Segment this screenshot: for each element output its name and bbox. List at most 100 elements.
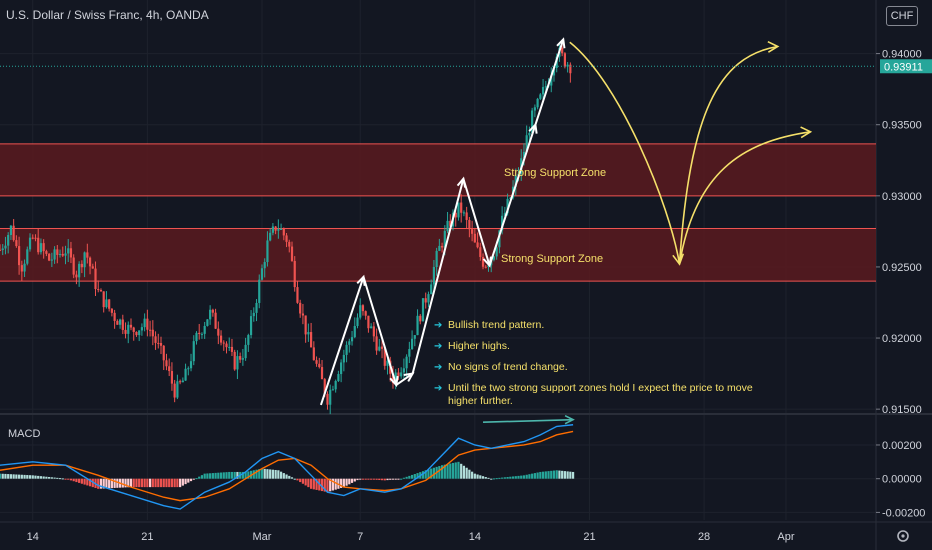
candle-body bbox=[348, 341, 351, 345]
candle-body bbox=[364, 311, 367, 316]
candle-up bbox=[400, 367, 403, 379]
candle-up bbox=[342, 349, 345, 372]
candle-body bbox=[462, 212, 466, 214]
candle-down bbox=[20, 260, 23, 282]
candle-body bbox=[383, 348, 386, 366]
macd-histogram-bar bbox=[217, 472, 220, 479]
gear-icon[interactable] bbox=[897, 530, 909, 542]
candle-body bbox=[471, 229, 474, 234]
macd-histogram-bar bbox=[233, 471, 236, 479]
candle-down bbox=[146, 309, 149, 337]
macd-histogram-bar bbox=[108, 478, 111, 489]
macd-histogram-bar bbox=[299, 478, 302, 483]
last-price-badge[interactable] bbox=[880, 59, 932, 74]
candle-body bbox=[146, 318, 149, 330]
candle-up bbox=[350, 331, 354, 346]
candle-down bbox=[148, 320, 152, 337]
candle-body bbox=[108, 299, 111, 309]
candle-body bbox=[225, 343, 228, 348]
macd-trend-line[interactable] bbox=[483, 418, 574, 424]
macd-histogram-bar bbox=[462, 465, 466, 479]
candle-up bbox=[334, 379, 337, 393]
candle-up bbox=[413, 334, 416, 347]
macd-signal-line[interactable] bbox=[0, 430, 574, 502]
candle-body bbox=[487, 265, 490, 267]
candle-body bbox=[454, 212, 457, 218]
macd-histogram-bar bbox=[236, 471, 239, 479]
candle-body bbox=[460, 202, 463, 213]
macd-histogram-bar bbox=[372, 478, 375, 480]
candle-body bbox=[61, 253, 64, 256]
candle-down bbox=[168, 358, 171, 377]
pattern-trend-line[interactable] bbox=[319, 39, 565, 406]
candle-down bbox=[159, 336, 163, 355]
candle-body bbox=[121, 319, 124, 330]
macd-histogram-bar bbox=[252, 470, 255, 479]
candle-body bbox=[168, 366, 171, 372]
note-text: No signs of trend change. bbox=[448, 361, 568, 373]
macd-histogram-bar bbox=[451, 462, 455, 479]
macd-histogram-bar bbox=[266, 469, 269, 479]
candle-body bbox=[165, 360, 168, 367]
candle-body bbox=[116, 320, 119, 325]
candle-body bbox=[263, 262, 266, 269]
candle-up bbox=[277, 219, 280, 239]
currency-badge[interactable]: CHF bbox=[886, 6, 918, 26]
macd-line[interactable] bbox=[0, 424, 574, 510]
macd-histogram-bar bbox=[432, 467, 436, 479]
candle-body bbox=[244, 344, 247, 359]
macd-histogram-bar bbox=[405, 476, 408, 479]
candle-down bbox=[116, 319, 119, 325]
macd-histogram-bar bbox=[173, 478, 176, 488]
price-tick-label: 0.92500 bbox=[882, 262, 922, 274]
candle-down bbox=[364, 310, 367, 320]
macd-histogram-bar bbox=[394, 478, 397, 480]
macd-histogram-bar bbox=[501, 477, 504, 479]
macd-histogram-bar bbox=[536, 472, 539, 479]
support-zone-1[interactable] bbox=[0, 143, 876, 196]
candle-down bbox=[121, 314, 124, 335]
candle-up bbox=[408, 341, 411, 363]
macd-histogram-bar bbox=[170, 478, 174, 488]
macd-histogram-bar bbox=[558, 470, 561, 479]
candle-body bbox=[258, 279, 261, 303]
macd-histogram-bar bbox=[345, 478, 348, 486]
macd-histogram-bar bbox=[503, 477, 506, 479]
candle-body bbox=[187, 368, 190, 370]
candle-body bbox=[296, 287, 299, 303]
macd-histogram-bar bbox=[380, 478, 384, 481]
candle-down bbox=[88, 256, 92, 275]
candle-body bbox=[241, 358, 244, 360]
macd-histogram-bar bbox=[348, 478, 351, 485]
macd-histogram-bar bbox=[541, 471, 545, 479]
macd-histogram-bar bbox=[230, 471, 234, 479]
candle-body bbox=[105, 299, 108, 308]
symbol-title[interactable]: U.S. Dollar / Swiss Franc, 4h, OANDA bbox=[6, 8, 209, 22]
candle-up bbox=[28, 233, 32, 252]
projection-curve[interactable] bbox=[678, 131, 811, 265]
candle-body bbox=[88, 257, 92, 267]
candle-down bbox=[31, 234, 34, 240]
macd-histogram-bar bbox=[370, 478, 373, 480]
macd-histogram-bar bbox=[157, 478, 160, 488]
macd-histogram-bar bbox=[132, 478, 135, 488]
candle-up bbox=[241, 348, 244, 366]
candle-up bbox=[176, 374, 179, 400]
candle-body bbox=[214, 312, 217, 329]
macd-histogram-bar bbox=[4, 473, 7, 479]
time-tick-label: 28 bbox=[698, 531, 710, 543]
candle-down bbox=[465, 206, 468, 229]
candle-body bbox=[274, 226, 277, 231]
arrow-right-icon: ➔ bbox=[434, 383, 443, 394]
macd-histogram-bar bbox=[80, 478, 83, 484]
candle-body bbox=[184, 368, 187, 381]
arrow-right-icon: ➔ bbox=[434, 341, 443, 352]
candle-body bbox=[378, 346, 381, 351]
macd-histogram-bar bbox=[189, 478, 193, 482]
candle-body bbox=[195, 332, 198, 342]
macd-histogram-bar bbox=[400, 478, 403, 480]
macd-histogram-bar bbox=[356, 478, 359, 481]
macd-indicator-label[interactable]: MACD bbox=[8, 428, 41, 440]
macd-histogram-bar bbox=[312, 478, 315, 490]
